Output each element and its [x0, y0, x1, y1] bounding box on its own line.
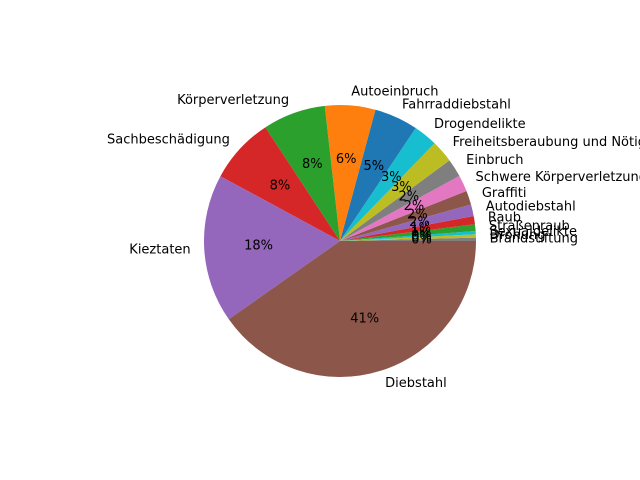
slice-label-stra-enraub: Straßenraub	[489, 219, 570, 234]
pie-slice-brandstiftung	[340, 237, 476, 241]
pct-label-graffiti: 2%	[407, 208, 428, 223]
slice-label-freiheitsberaubung-und-no-tigung: Freiheitsberaubung und Nötigung	[453, 135, 640, 150]
pct-label-einbruch: 2%	[399, 190, 420, 205]
pie-slice-drogendelikte	[340, 128, 435, 241]
slice-label-brandstiftung: Brandstiftung	[490, 232, 578, 247]
slice-label-ko-rperverletzung: Körperverletzung	[177, 93, 289, 108]
pct-label-drohung: 0%	[411, 230, 432, 245]
pie-slice-diebstahl	[228, 241, 476, 377]
pie-slice-einbruch	[340, 160, 460, 241]
percentage-labels: 0%0%0%1%1%2%2%2%2%3%3%5%6%8%8%18%41%	[244, 152, 432, 326]
pie-slice-sachbescha-digung	[220, 127, 340, 241]
pct-label-drogendelikte: 3%	[381, 170, 402, 185]
pie-slice-schwere-ko-rperverletzung	[340, 175, 467, 241]
pct-label-freiheitsberaubung-und-no-tigung: 3%	[391, 180, 412, 195]
slice-label-autoeinbruch: Autoeinbruch	[351, 84, 438, 99]
pct-label-autodiebstahl: 2%	[409, 215, 430, 230]
pie-slice-raub	[340, 215, 475, 241]
slice-label-graffiti: Graffiti	[482, 186, 527, 201]
pct-label-fahrraddiebstahl: 5%	[363, 159, 384, 174]
pct-label-raub: 1%	[410, 221, 431, 236]
pct-label-brandstiftung: 0%	[411, 232, 432, 247]
pct-label-ko-rperverletzung: 8%	[302, 157, 323, 172]
pie-slice-kieztaten	[204, 176, 340, 320]
slice-label-drogendelikte: Drogendelikte	[434, 117, 526, 132]
pct-label-sachbescha-digung: 8%	[270, 178, 291, 193]
slice-label-sexualdelikte: Sexualdelikte	[489, 224, 577, 239]
pct-label-sexualdelikte: 0%	[411, 228, 432, 243]
pie-slice-freiheitsberaubung-und-no-tigung	[340, 143, 450, 241]
slice-label-drohung: Drohung	[489, 228, 545, 243]
pie-slices	[204, 104, 476, 377]
slice-label-sachbescha-digung: Sachbeschädigung	[107, 132, 230, 147]
pie-slice-stra-enraub	[340, 224, 476, 241]
pie-slice-autodiebstahl	[340, 204, 474, 241]
slice-label-kieztaten: Kieztaten	[129, 242, 190, 257]
pct-label-autoeinbruch: 6%	[336, 152, 357, 167]
pie-slice-fahrraddiebstahl	[340, 109, 416, 241]
pie-slice-drohung	[340, 234, 476, 241]
pct-label-stra-enraub: 1%	[411, 225, 432, 240]
pie-slice-graffiti	[340, 191, 472, 241]
pct-label-kieztaten: 18%	[244, 238, 273, 253]
pie-slice-ko-rperverletzung	[265, 105, 340, 242]
category-labels: BrandstiftungDrohungSexualdelikteStraßen…	[107, 84, 640, 391]
slice-label-fahrraddiebstahl: Fahrraddiebstahl	[402, 97, 511, 112]
pct-label-diebstahl: 41%	[350, 311, 379, 326]
slice-label-diebstahl: Diebstahl	[385, 376, 447, 391]
pct-label-schwere-ko-rperverletzung: 2%	[404, 199, 425, 214]
slice-label-schwere-ko-rperverletzung: Schwere Körperverletzung	[475, 170, 640, 185]
pie-slice-sexualdelikte	[340, 230, 476, 241]
pie-slice-autoeinbruch	[324, 104, 376, 241]
slice-label-einbruch: Einbruch	[466, 153, 523, 168]
slice-label-raub: Raub	[488, 211, 521, 226]
slice-label-autodiebstahl: Autodiebstahl	[486, 200, 576, 215]
